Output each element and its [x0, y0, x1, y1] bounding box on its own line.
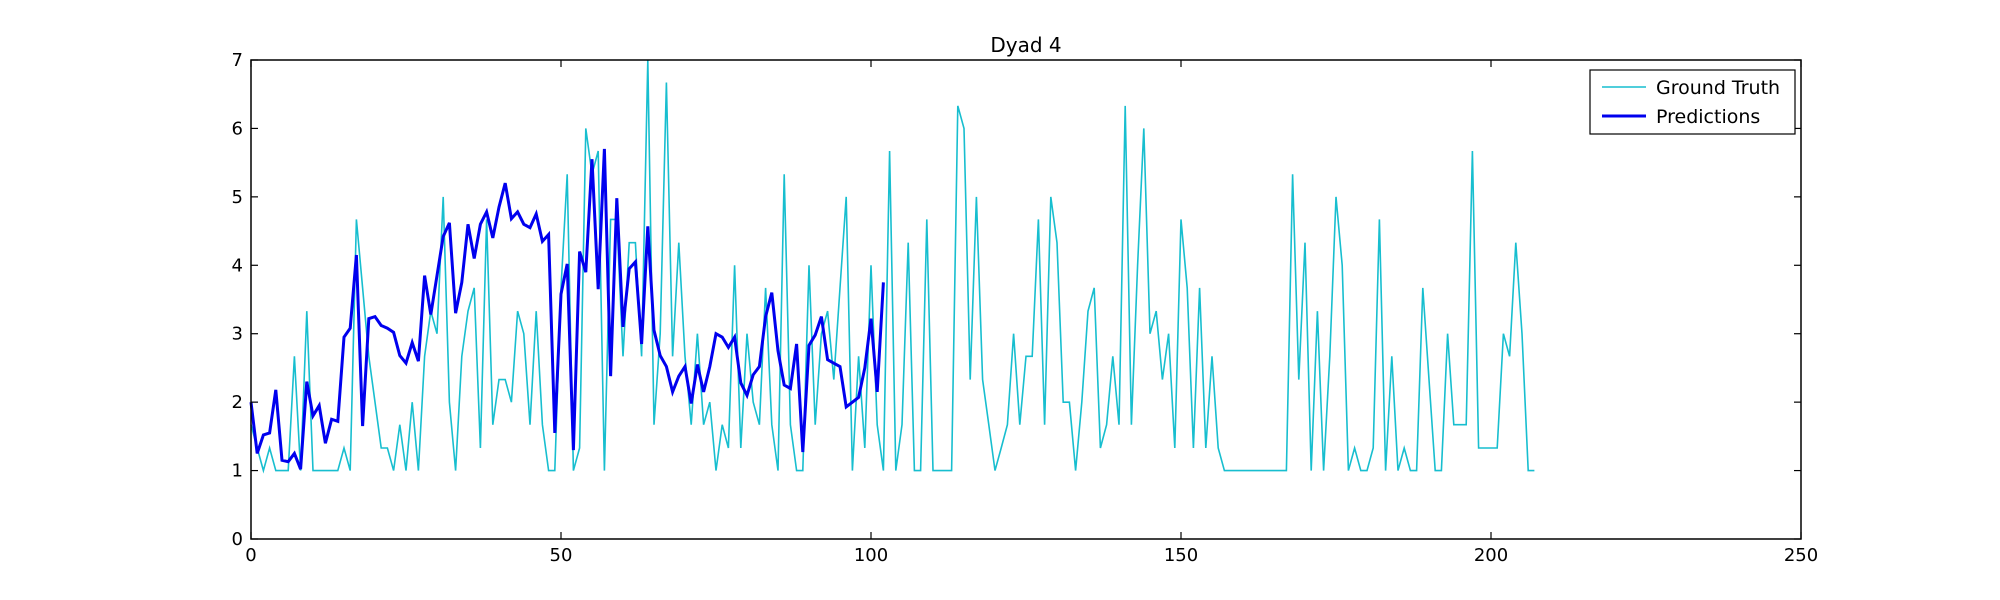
x-tick-label: 50: [550, 545, 573, 566]
y-tick-label: 2: [232, 392, 243, 413]
y-tick-label: 3: [232, 324, 243, 345]
series-layer: [249, 59, 1535, 474]
x-tick-label: 100: [854, 545, 888, 566]
y-tick-label: 6: [232, 118, 243, 139]
chart-title: Dyad 4: [990, 33, 1061, 57]
x-tick-label: 250: [1784, 545, 1818, 566]
x-axis: 0 50 100 150 200 250: [245, 60, 1818, 566]
y-tick-label: 1: [232, 461, 243, 482]
x-tick-label: 0: [245, 545, 256, 566]
series-line-predictions: [249, 148, 885, 470]
x-tick-label: 150: [1164, 545, 1198, 566]
plot-frame: [250, 59, 1802, 540]
y-axis: 0 1 2 3 4 5 6 7: [232, 50, 1801, 550]
y-tick-label: 0: [232, 529, 243, 550]
legend-label: Ground Truth: [1656, 77, 1780, 99]
y-tick-label: 4: [232, 255, 243, 276]
series-line-ground-truth: [250, 59, 1535, 474]
legend-box: [1589, 69, 1796, 135]
legend: Ground Truth Predictions: [1589, 69, 1796, 135]
legend-label: Predictions: [1656, 106, 1760, 128]
x-tick-label: 200: [1474, 545, 1508, 566]
y-tick-label: 5: [232, 187, 243, 208]
y-tick-label: 7: [232, 50, 243, 71]
